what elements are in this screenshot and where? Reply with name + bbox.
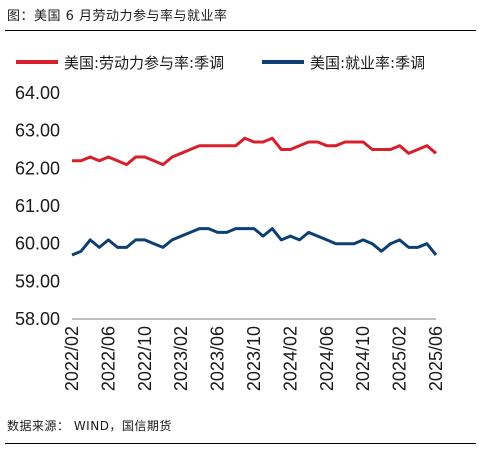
x-tick-label: 2025/02 [390, 326, 410, 391]
x-axis: 2022/02 2022/06 2022/10 2023/02 2023/06 2023/… [62, 326, 446, 391]
y-tick-label: 60.00 [15, 234, 60, 254]
series-line-employment [71, 227, 438, 257]
series-line-participation [72, 136, 437, 167]
y-tick-label: 59.00 [15, 271, 60, 291]
x-tick-label: 2024/02 [280, 326, 300, 391]
x-tick-label: 2022/06 [98, 326, 118, 391]
y-tick-label: 63.00 [15, 121, 60, 141]
x-tick-label: 2025/06 [426, 326, 446, 391]
line-chart: 美国:劳动力参与率:季调 美国:就业率:季调 64.00 63.00 62.00 61… [15, 54, 446, 391]
legend-label-employment: 美国:就业率:季调 [310, 54, 425, 72]
x-tick-label: 2022/10 [135, 326, 155, 391]
figure-title: 图：美国 6 月劳动力参与率与就业率 [7, 9, 228, 24]
plot-area [71, 136, 438, 320]
x-tick-label: 2023/10 [244, 326, 264, 391]
legend: 美国:劳动力参与率:季调 美国:就业率:季调 [16, 54, 425, 72]
x-tick-label: 2024/06 [317, 326, 337, 391]
x-tick-label: 2023/06 [208, 326, 228, 391]
top-rule [5, 30, 476, 31]
x-tick-label: 2023/02 [171, 326, 191, 391]
legend-label-participation: 美国:劳动力参与率:季调 [64, 54, 224, 72]
y-tick-label: 61.00 [15, 196, 60, 216]
source-note: 数据来源： WIND，国信期货 [7, 419, 172, 433]
x-tick-label: 2022/02 [62, 326, 82, 391]
y-axis: 64.00 63.00 62.00 61.00 60.00 59.00 58.00 [15, 83, 60, 329]
bottom-rule [5, 443, 476, 444]
y-tick-label: 62.00 [15, 158, 60, 178]
x-tick-label: 2024/10 [353, 326, 373, 391]
y-tick-label: 58.00 [15, 309, 60, 329]
y-tick-label: 64.00 [15, 83, 60, 103]
